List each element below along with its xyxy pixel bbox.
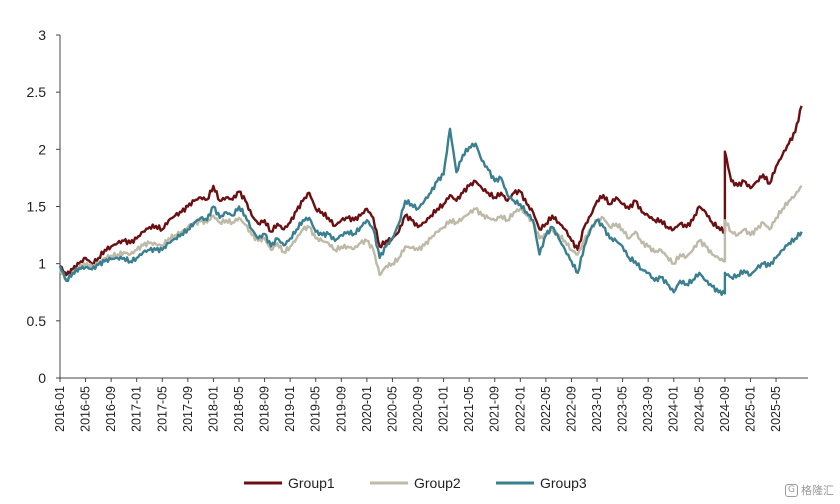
x-tick-label: 2019-05: [309, 386, 323, 432]
x-tick-label: 2024-01: [667, 386, 681, 432]
x-axis: 2016-01 2016-05 2016-09 2017-01 2017-05 2017-…: [53, 377, 808, 432]
x-tick-label: 2024-09: [718, 386, 732, 432]
x-tick-label: 2022-09: [564, 386, 578, 432]
x-tick-label: 2018-09: [258, 386, 272, 432]
x-tick-label: 2022-01: [513, 386, 527, 432]
x-tick-label: 2021-09: [488, 386, 502, 432]
x-tick-label: 2018-01: [206, 386, 220, 432]
watermark-logo-icon: G: [785, 483, 798, 497]
x-tick-label: 2025-05: [769, 386, 783, 432]
x-tick-label: 2020-05: [385, 386, 399, 432]
series-line-group1: [59, 105, 803, 277]
x-tick-label: 2017-05: [155, 386, 169, 432]
x-tick-label: 2023-09: [641, 386, 655, 432]
watermark: G 格隆汇: [785, 482, 834, 498]
x-tick-label: 2024-05: [692, 386, 706, 432]
y-tick-label: 3: [38, 27, 46, 43]
series-layer: [58, 105, 803, 296]
y-tick-label: 2: [38, 141, 46, 157]
legend-label-group2: Group2: [414, 475, 461, 491]
x-tick-label: 2016-09: [104, 386, 118, 432]
x-tick-label: 2018-05: [232, 386, 246, 432]
x-tick-label: 2025-01: [743, 386, 757, 432]
y-tick-label: 1: [38, 256, 46, 272]
legend-label-group3: Group3: [540, 475, 587, 491]
y-tick-label: 0.5: [27, 313, 47, 329]
x-tick-label: 2016-05: [79, 386, 93, 432]
series-line-group3: [58, 127, 803, 296]
series-line-group2: [58, 185, 803, 281]
x-tick-label: 2022-05: [539, 386, 553, 432]
x-tick-label: 2020-01: [360, 386, 374, 432]
y-tick-label: 1.5: [27, 199, 47, 215]
x-tick-label: 2017-01: [130, 386, 144, 432]
legend: Group1 Group2 Group3: [244, 475, 587, 491]
x-tick-label: 2016-01: [53, 386, 67, 432]
x-tick-label: 2023-01: [590, 386, 604, 432]
x-tick-label: 2021-05: [462, 386, 476, 432]
x-tick-label: 2019-01: [283, 386, 297, 432]
watermark-text: 格隆汇: [801, 484, 834, 497]
legend-label-group1: Group1: [288, 475, 335, 491]
x-tick-label: 2019-09: [334, 386, 348, 432]
x-tick-label: 2017-09: [181, 386, 195, 432]
x-tick-label: 2021-01: [437, 386, 451, 432]
x-tick-label: 2020-09: [411, 386, 425, 432]
y-tick-label: 2.5: [27, 84, 47, 100]
y-axis: 0 0.5 1 1.5 2 2.5 3: [27, 27, 61, 386]
y-tick-label: 0: [38, 370, 46, 386]
x-tick-label: 2023-05: [616, 386, 630, 432]
